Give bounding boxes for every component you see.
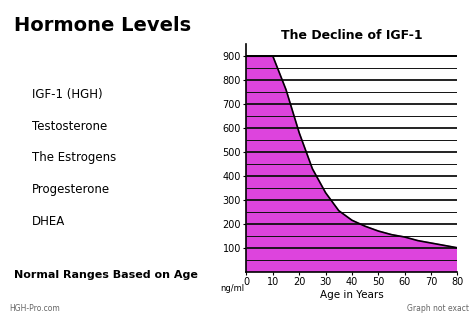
Text: HGH-Pro.com: HGH-Pro.com — [9, 304, 60, 313]
X-axis label: Age in Years: Age in Years — [320, 290, 384, 300]
Title: The Decline of IGF-1: The Decline of IGF-1 — [281, 29, 423, 42]
Text: ng/ml: ng/ml — [220, 284, 245, 293]
Text: DHEA: DHEA — [32, 215, 65, 228]
Text: Graph not exact: Graph not exact — [407, 304, 469, 313]
Text: Testosterone: Testosterone — [32, 120, 107, 133]
Text: Hormone Levels: Hormone Levels — [14, 16, 191, 35]
Polygon shape — [246, 56, 457, 272]
Text: Normal Ranges Based on Age: Normal Ranges Based on Age — [14, 270, 198, 280]
Text: Progesterone: Progesterone — [32, 183, 110, 196]
Text: The Estrogens: The Estrogens — [32, 151, 116, 165]
Text: IGF-1 (HGH): IGF-1 (HGH) — [32, 88, 103, 101]
